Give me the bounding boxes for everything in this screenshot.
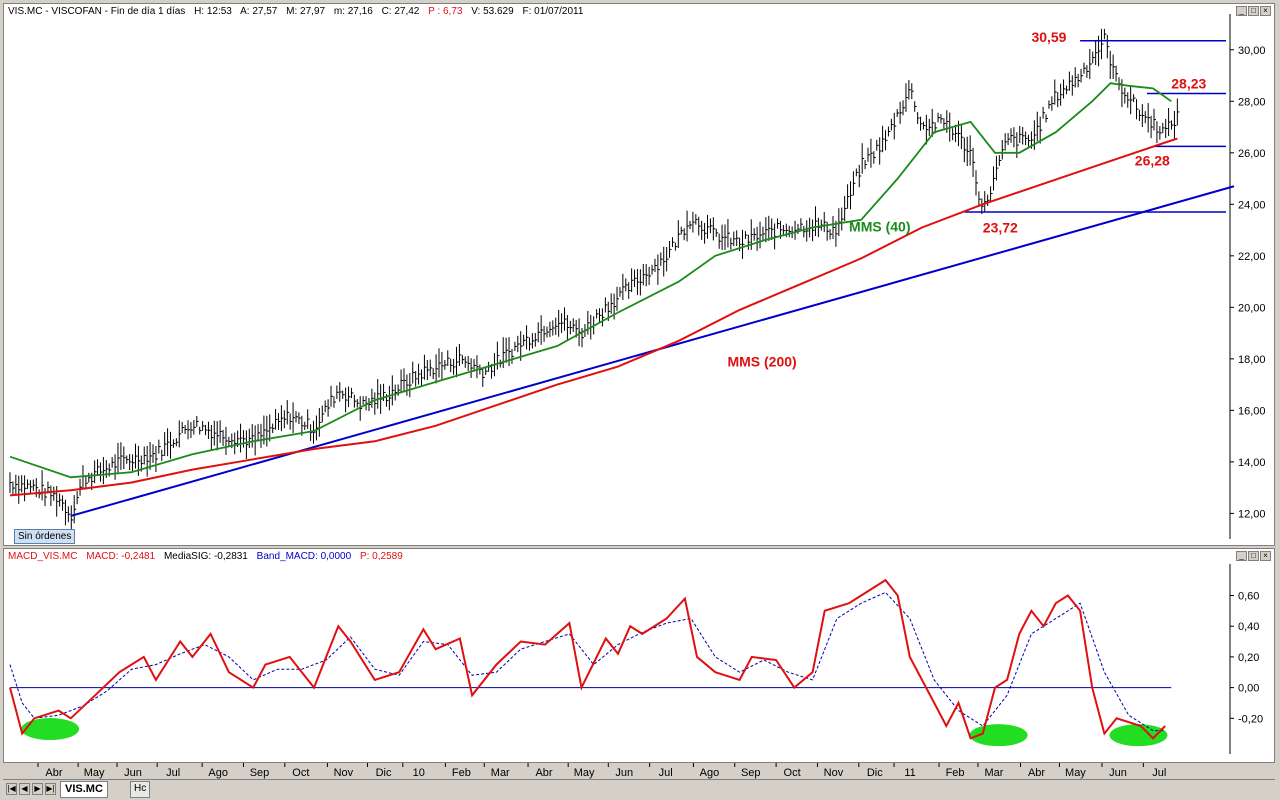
highlight-ellipse [1109,724,1168,747]
band-value-label: Band_MACD: 0,0000 [256,551,352,562]
minimize-icon[interactable]: _ [1236,551,1247,561]
maximize-icon[interactable]: □ [1248,6,1259,16]
y-tick-label: 30,00 [1238,45,1266,57]
y-tick-label: 14,00 [1238,457,1266,469]
y-tick-label: 16,00 [1238,405,1266,417]
signal-line [9,591,1166,732]
macd-line [9,578,1166,740]
maximize-icon[interactable]: □ [1248,551,1259,561]
x-tick-label: Dic [376,767,392,779]
y-tick-label: 24,00 [1238,199,1266,211]
price-chart-pane: VIS.MC - VISCOFAN - Fin de día 1 días H:… [3,3,1275,546]
y-tick-label: 0,60 [1238,590,1259,602]
mms200-line [9,137,1178,497]
x-tick-label: Jul [166,767,180,779]
tab-vis-mc[interactable]: VIS.MC [60,781,108,798]
y-tick-label: 0,20 [1238,652,1259,664]
price-bars [9,28,1180,535]
macd-header: MACD_VIS.MC MACD: -0,2481 MediaSIG: -0,2… [8,551,409,562]
close-icon[interactable]: × [1260,6,1271,16]
x-tick-label: Sep [741,767,761,779]
y-tick-label: 20,00 [1238,302,1266,314]
x-tick-label: Nov [824,767,844,779]
chart-annotation: 28,23 [1171,75,1206,91]
close-label: C: 27,42 [381,6,420,17]
open-label: A: 27,57 [240,6,278,17]
bottom-navigation-bar: |◀ ◀ ▶ ▶| VIS.MC Hc [3,779,1275,798]
price-window-buttons: _ □ × [1236,6,1271,16]
x-tick-label: Jun [615,767,633,779]
x-axis: Abr May Jun Jul Ago Sep Oct Nov Dic 10 Feb Mar Abr Ma… [3,763,1275,779]
x-tick-label: Mar [984,767,1003,779]
chart-annotation: MMS (200) [727,354,796,370]
high-label: H: 12:53 [194,6,232,17]
highlight-ellipse [21,718,80,741]
y-tick-label: 18,00 [1238,354,1266,366]
x-tick-label: Jun [1109,767,1127,779]
x-tick-label: Ago [208,767,228,779]
date-label: F: 01/07/2011 [522,6,584,17]
chart-annotation: 23,72 [983,220,1018,236]
x-tick-label: Nov [334,767,354,779]
macd-window-buttons: _ □ × [1236,551,1271,561]
next-icon[interactable]: ▶ [32,783,43,795]
volume-label: V: 53.629 [471,6,514,17]
x-tick-label: Abr [45,767,62,779]
chart-annotation: 26,28 [1135,153,1170,169]
minimize-icon[interactable]: _ [1236,6,1247,16]
x-tick-label: 11 [904,767,915,779]
chart-annotation: 30,59 [1031,29,1066,45]
y-tick-label: 22,00 [1238,251,1266,263]
x-tick-label: Abr [1028,767,1045,779]
y-tick-label: 0,40 [1238,621,1259,633]
x-tick-label: Abr [535,767,552,779]
x-tick-label: May [574,767,595,779]
sin-ordenes-badge[interactable]: Sin órdenes [14,529,76,544]
x-tick-label: Jul [1152,767,1166,779]
x-tick-label: 10 [413,767,425,779]
signal-value-label: MediaSIG: -0,2831 [163,551,248,562]
x-tick-label: Jun [124,767,142,779]
macd-chart-pane: MACD_VIS.MC MACD: -0,2481 MediaSIG: -0,2… [3,548,1275,763]
max-label: M: 27,97 [286,6,326,17]
close-icon[interactable]: × [1260,551,1271,561]
y-tick-label: 28,00 [1238,96,1266,108]
symbol-label: VIS.MC - VISCOFAN - Fin de día 1 días [8,6,186,17]
macd-name-label: MACD_VIS.MC [8,551,78,562]
pct-label: P : 6,73 [428,6,463,17]
x-tick-label: Sep [250,767,270,779]
chart-annotation: MMS (40) [849,218,910,234]
x-tick-label: Mar [491,767,510,779]
price-header: VIS.MC - VISCOFAN - Fin de día 1 días H:… [8,6,589,17]
prev-icon[interactable]: ◀ [19,783,30,795]
mms40-line [9,82,1172,479]
x-tick-label: Ago [700,767,720,779]
macd-value-label: MACD: -0,2481 [86,551,156,562]
x-tick-label: Dic [867,767,883,779]
x-tick-label: Oct [292,767,309,779]
price-chart[interactable]: 12,00 14,00 16,00 18,00 20,00 22,00 24,00 26,00… [4,4,1274,545]
y-tick-label: -0,20 [1238,713,1263,725]
first-icon[interactable]: |◀ [6,783,17,795]
x-tick-label: Jul [659,767,673,779]
min-label: m: 27,16 [333,6,373,17]
x-tick-label: Feb [452,767,471,779]
y-tick-label: 26,00 [1238,148,1266,160]
x-tick-label: May [1065,767,1086,779]
x-tick-label: Feb [946,767,965,779]
y-tick-label: 0,00 [1238,683,1259,695]
x-tick-label: Oct [784,767,801,779]
p-value-label: P: 0,2589 [359,551,403,562]
last-icon[interactable]: ▶| [45,783,56,795]
x-tick-label: May [84,767,105,779]
macd-chart[interactable]: 0,60 0,40 0,20 0,00 -0,20 [4,549,1274,762]
x-axis-labels: Abr May Jun Jul Ago Sep Oct Nov Dic 10 Feb Mar Abr Ma… [37,763,1166,779]
y-tick-label: 12,00 [1238,508,1266,520]
tab-hc[interactable]: Hc [130,781,151,798]
